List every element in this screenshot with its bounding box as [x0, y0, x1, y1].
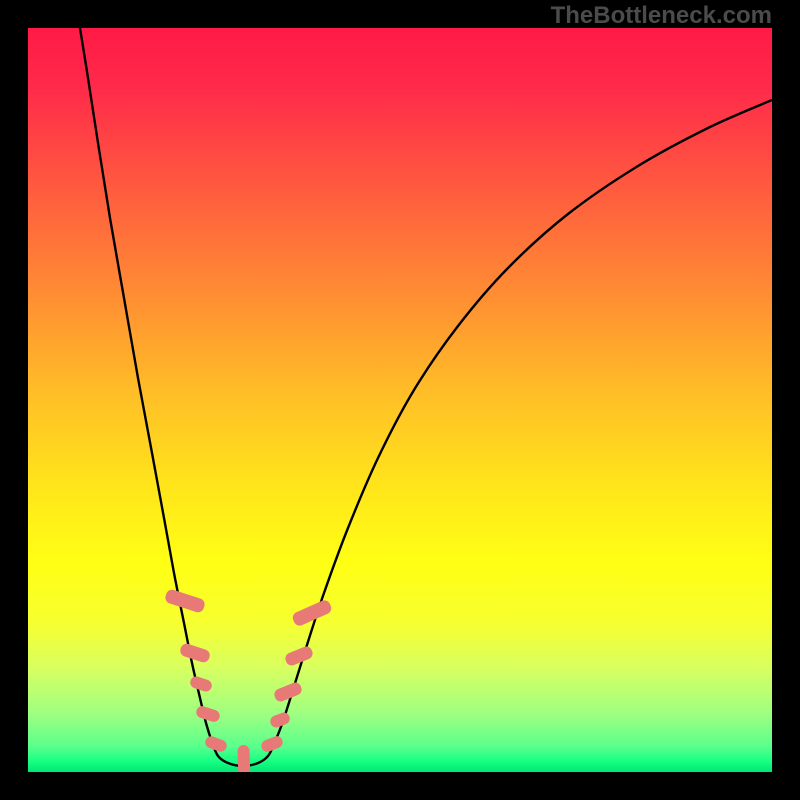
data-point-marker	[284, 645, 315, 668]
data-point-marker	[189, 675, 214, 693]
watermark-text: TheBottleneck.com	[551, 2, 772, 30]
data-point-marker	[291, 598, 333, 627]
data-point-marker	[179, 642, 212, 664]
data-point-marker	[273, 681, 304, 704]
data-point-marker	[237, 745, 250, 772]
data-point-marker	[195, 705, 222, 724]
data-point-marker	[164, 588, 206, 614]
plot-area	[28, 28, 772, 772]
bottleneck-curve	[28, 28, 772, 772]
figure-frame: TheBottleneck.com	[0, 0, 800, 800]
